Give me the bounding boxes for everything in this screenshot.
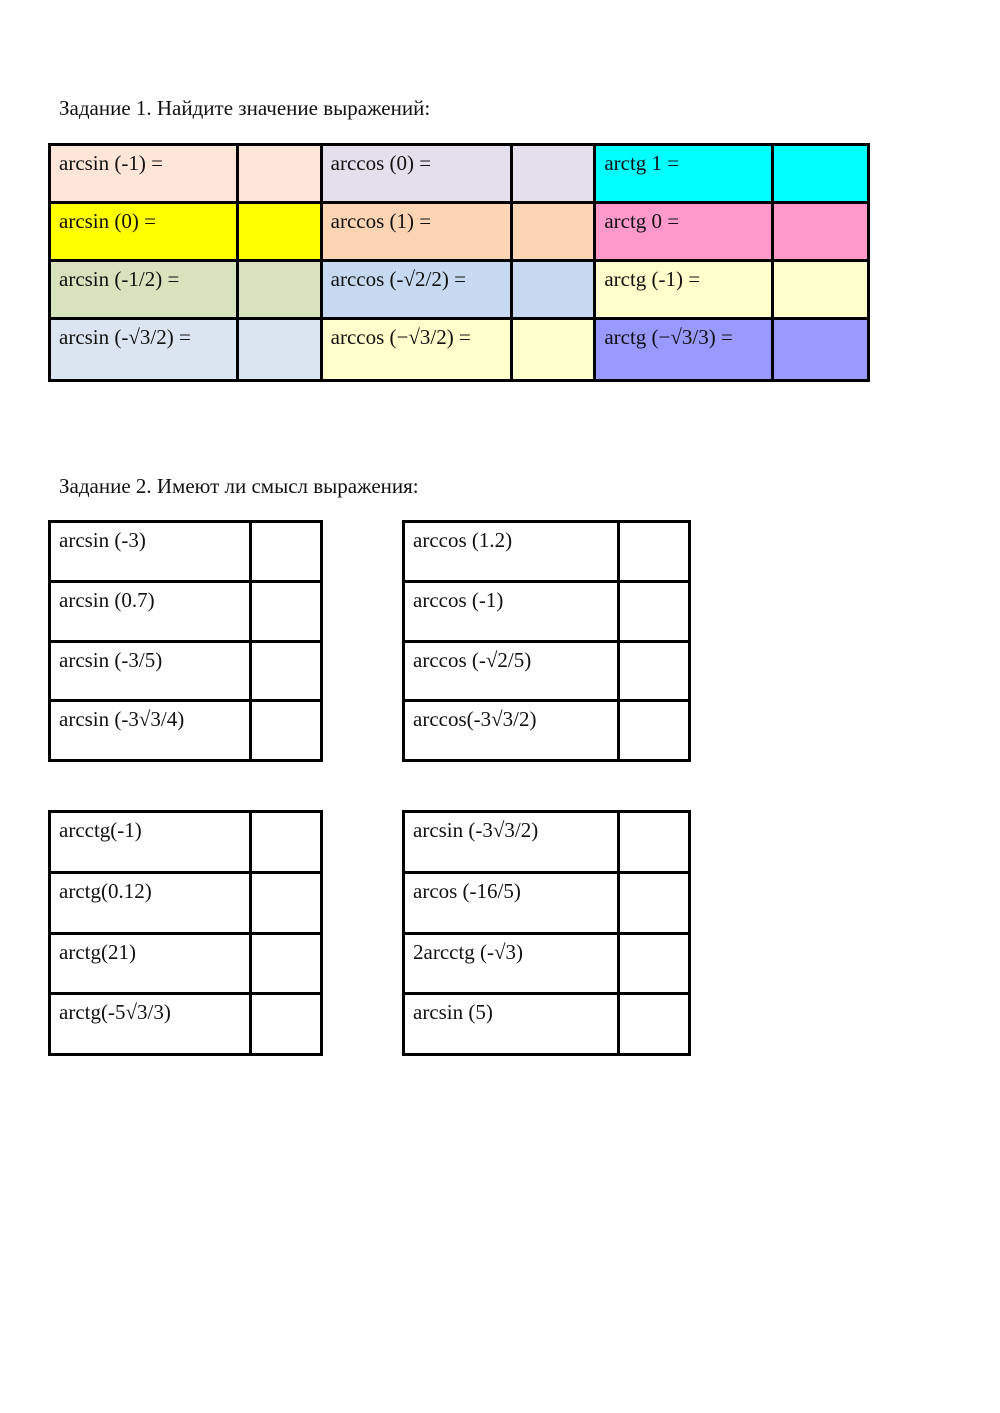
answer-cell[interactable] (509, 143, 597, 204)
table-row: arctg(0.12) (48, 870, 323, 935)
table-row: arctg(21) (48, 931, 323, 996)
table-row: arcsin (-√3/2) = arccos (−√3/2) = arctg (−… (48, 317, 870, 382)
task2-title: Задание 2. Имеют ли смысл выражения: (59, 474, 419, 498)
expression-cell: arcsin (-1) = (48, 143, 239, 204)
table-row: arcsin (5) (402, 992, 691, 1056)
expression-cell: arctg 0 = (593, 201, 775, 262)
task1-title: Задание 1. Найдите значение выражений: (59, 96, 431, 120)
expression-cell: arcsin (-3√3/2) (402, 810, 620, 874)
answer-cell[interactable] (249, 579, 323, 643)
answer-cell[interactable] (249, 520, 323, 583)
expression-cell: arctg (-1) = (593, 259, 775, 320)
expression-cell: arcctg(-1) (48, 810, 252, 874)
answer-cell[interactable] (771, 317, 870, 382)
expression-cell: arccos (-1) (402, 579, 620, 643)
expression-cell: arctg (−√3/3) = (593, 317, 775, 382)
table-row: arcos (-16/5) (402, 870, 691, 935)
answer-cell[interactable] (617, 870, 691, 935)
table-row: arcsin (-1) = arccos (0) = arctg 1 = (48, 143, 870, 204)
task2-table: arcsin (-3) arcsin (0.7) arcsin (-3/5) arcs… (48, 520, 323, 762)
expression-cell: arcsin (-3/5) (48, 639, 252, 703)
answer-cell[interactable] (617, 810, 691, 874)
table-row: arcsin (0.7) (48, 579, 323, 643)
answer-cell[interactable] (617, 639, 691, 703)
expression-cell: arccos (-√2/2) = (319, 259, 513, 320)
answer-cell[interactable] (249, 699, 323, 762)
expression-cell: arcsin (0.7) (48, 579, 252, 643)
expression-cell: arcsin (-3√3/4) (48, 699, 252, 762)
answer-cell[interactable] (771, 259, 870, 320)
task1-table: arcsin (-1) = arccos (0) = arctg 1 = arcsin… (48, 143, 870, 382)
table-row: arccos (-√2/5) (402, 639, 691, 703)
task2-table: arcsin (-3√3/2) arcos (-16/5) 2arcctg (-√3… (402, 810, 691, 1056)
answer-cell[interactable] (771, 143, 870, 204)
task2-table: arcctg(-1) arctg(0.12) arctg(21) arctg(-5√3… (48, 810, 323, 1056)
expression-cell: arctg 1 = (593, 143, 775, 204)
table-row: arccos(-3√3/2) (402, 699, 691, 762)
expression-cell: arcos (-16/5) (402, 870, 620, 935)
expression-cell: arccos (1.2) (402, 520, 620, 583)
answer-cell[interactable] (235, 259, 323, 320)
answer-cell[interactable] (617, 520, 691, 583)
expression-cell: arctg(0.12) (48, 870, 252, 935)
table-row: 2arcctg (-√3) (402, 931, 691, 996)
table-row: arcsin (-1/2) = arccos (-√2/2) = arctg (-1… (48, 259, 870, 320)
table-row: arcsin (-3) (48, 520, 323, 583)
expression-cell: arcsin (-3) (48, 520, 252, 583)
task2-table: arccos (1.2) arccos (-1) arccos (-√2/5) arc… (402, 520, 691, 762)
table-row: arcsin (0) = arccos (1) = arctg 0 = (48, 201, 870, 262)
answer-cell[interactable] (249, 810, 323, 874)
answer-cell[interactable] (249, 992, 323, 1056)
expression-cell: arcsin (5) (402, 992, 620, 1056)
table-row: arctg(-5√3/3) (48, 992, 323, 1056)
expression-cell: arcsin (-1/2) = (48, 259, 239, 320)
table-row: arccos (1.2) (402, 520, 691, 583)
expression-cell: arccos(-3√3/2) (402, 699, 620, 762)
answer-cell[interactable] (235, 317, 323, 382)
answer-cell[interactable] (235, 201, 323, 262)
answer-cell[interactable] (617, 699, 691, 762)
answer-cell[interactable] (249, 639, 323, 703)
table-row: arcsin (-3/5) (48, 639, 323, 703)
answer-cell[interactable] (617, 931, 691, 996)
expression-cell: arccos (0) = (319, 143, 513, 204)
answer-cell[interactable] (771, 201, 870, 262)
expression-cell: arctg(-5√3/3) (48, 992, 252, 1056)
answer-cell[interactable] (509, 259, 597, 320)
answer-cell[interactable] (249, 870, 323, 935)
answer-cell[interactable] (617, 992, 691, 1056)
expression-cell: arctg(21) (48, 931, 252, 996)
expression-cell: arccos (1) = (319, 201, 513, 262)
expression-cell: 2arcctg (-√3) (402, 931, 620, 996)
table-row: arcsin (-3√3/4) (48, 699, 323, 762)
answer-cell[interactable] (235, 143, 323, 204)
answer-cell[interactable] (509, 317, 597, 382)
answer-cell[interactable] (617, 579, 691, 643)
table-row: arcsin (-3√3/2) (402, 810, 691, 874)
expression-cell: arcsin (0) = (48, 201, 239, 262)
table-row: arccos (-1) (402, 579, 691, 643)
expression-cell: arccos (-√2/5) (402, 639, 620, 703)
expression-cell: arccos (−√3/2) = (319, 317, 513, 382)
answer-cell[interactable] (509, 201, 597, 262)
table-row: arcctg(-1) (48, 810, 323, 874)
answer-cell[interactable] (249, 931, 323, 996)
expression-cell: arcsin (-√3/2) = (48, 317, 239, 382)
